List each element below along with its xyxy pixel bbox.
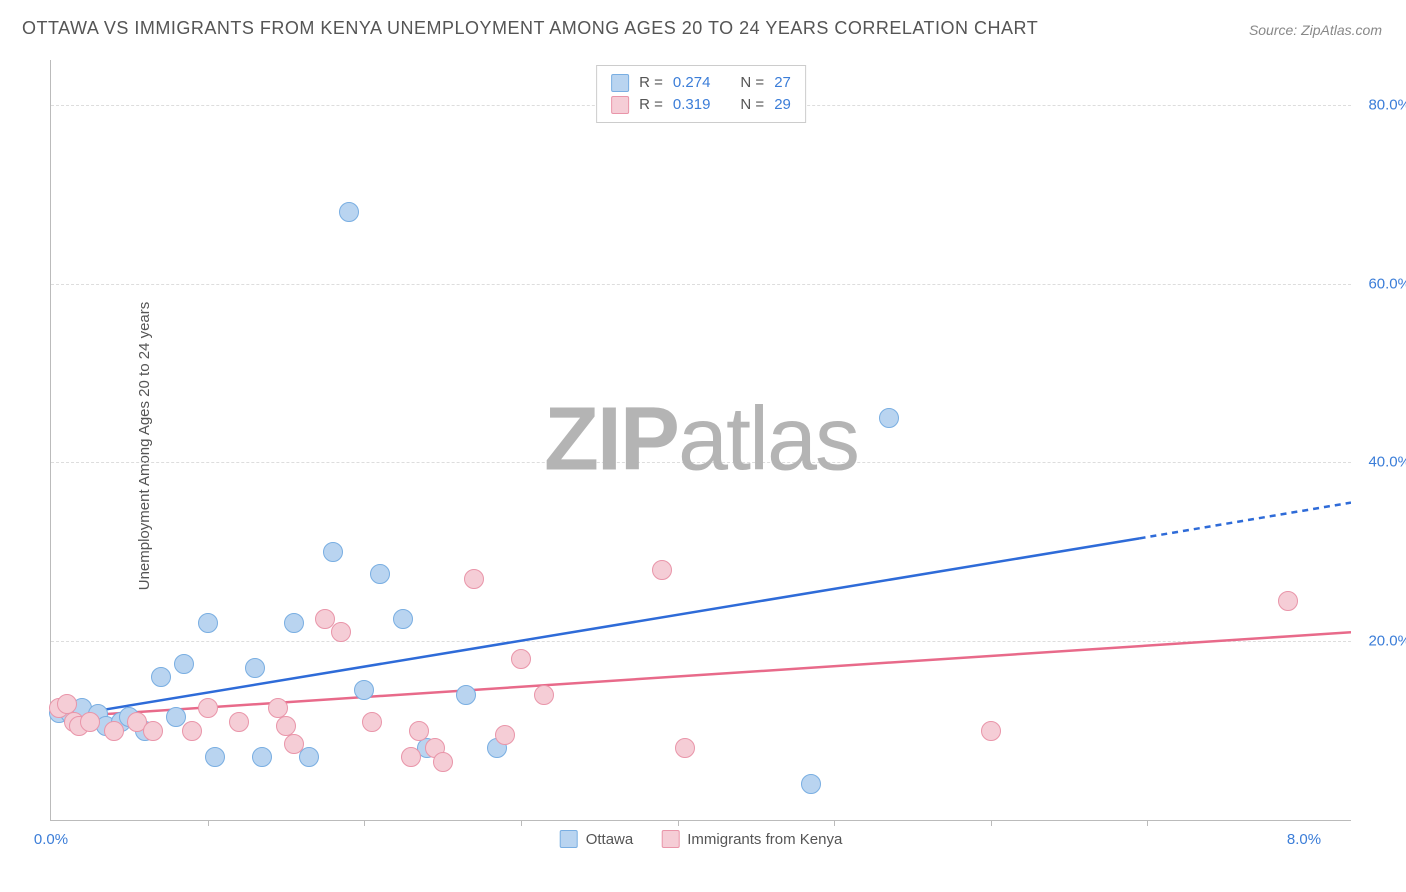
scatter-point	[198, 698, 218, 718]
x-tick-mark	[991, 820, 992, 826]
n-value: 27	[774, 72, 791, 94]
regression-lines	[51, 60, 1351, 820]
scatter-point	[151, 667, 171, 687]
x-tick-label: 0.0%	[34, 831, 68, 848]
y-tick-label: 60.0%	[1356, 275, 1406, 292]
scatter-point	[370, 564, 390, 584]
legend-label: Ottawa	[586, 831, 634, 848]
scatter-point	[652, 560, 672, 580]
swatch-icon	[611, 96, 629, 114]
scatter-point	[252, 747, 272, 767]
x-tick-mark	[678, 820, 679, 826]
x-tick-mark	[521, 820, 522, 826]
r-label: R =	[639, 72, 663, 94]
scatter-point	[229, 712, 249, 732]
scatter-point	[801, 774, 821, 794]
scatter-point	[245, 658, 265, 678]
scatter-point	[284, 613, 304, 633]
swatch-icon	[661, 830, 679, 848]
r-value: 0.274	[673, 72, 711, 94]
grid-line	[51, 462, 1351, 463]
scatter-point	[433, 752, 453, 772]
x-tick-label: 8.0%	[1287, 831, 1321, 848]
r-label: R =	[639, 94, 663, 116]
scatter-point	[981, 721, 1001, 741]
n-label: N =	[740, 72, 764, 94]
x-tick-mark	[834, 820, 835, 826]
legend-row-kenya: R = 0.319 N = 29	[611, 94, 791, 116]
grid-line	[51, 284, 1351, 285]
x-tick-mark	[1147, 820, 1148, 826]
scatter-point	[362, 712, 382, 732]
swatch-icon	[611, 74, 629, 92]
scatter-point	[879, 408, 899, 428]
y-tick-label: 40.0%	[1356, 454, 1406, 471]
legend-row-ottawa: R = 0.274 N = 27	[611, 72, 791, 94]
scatter-point	[1278, 591, 1298, 611]
y-tick-label: 80.0%	[1356, 96, 1406, 113]
legend-label: Immigrants from Kenya	[687, 831, 842, 848]
scatter-point	[198, 613, 218, 633]
scatter-point	[409, 721, 429, 741]
scatter-point	[331, 622, 351, 642]
swatch-icon	[560, 830, 578, 848]
chart-title: OTTAWA VS IMMIGRANTS FROM KENYA UNEMPLOY…	[22, 18, 1038, 39]
scatter-point	[104, 721, 124, 741]
scatter-point	[534, 685, 554, 705]
scatter-point	[299, 747, 319, 767]
scatter-point	[464, 569, 484, 589]
series-legend: Ottawa Immigrants from Kenya	[560, 830, 843, 848]
scatter-point	[284, 734, 304, 754]
scatter-point	[393, 609, 413, 629]
scatter-point	[354, 680, 374, 700]
chart-container: OTTAWA VS IMMIGRANTS FROM KENYA UNEMPLOY…	[0, 0, 1406, 892]
x-tick-mark	[364, 820, 365, 826]
x-tick-mark	[208, 820, 209, 826]
watermark-bold: ZIP	[544, 390, 678, 490]
plot-area: ZIPatlas R = 0.274 N = 27 R = 0.319 N = …	[50, 60, 1351, 821]
y-tick-label: 20.0%	[1356, 633, 1406, 650]
scatter-point	[675, 738, 695, 758]
grid-line	[51, 641, 1351, 642]
scatter-point	[205, 747, 225, 767]
legend-item-kenya: Immigrants from Kenya	[661, 830, 842, 848]
scatter-point	[511, 649, 531, 669]
scatter-point	[182, 721, 202, 741]
n-value: 29	[774, 94, 791, 116]
scatter-point	[323, 542, 343, 562]
legend-item-ottawa: Ottawa	[560, 830, 634, 848]
scatter-point	[80, 712, 100, 732]
scatter-point	[456, 685, 476, 705]
scatter-point	[495, 725, 515, 745]
source-label: Source: ZipAtlas.com	[1249, 22, 1382, 38]
scatter-point	[174, 654, 194, 674]
n-label: N =	[740, 94, 764, 116]
scatter-point	[401, 747, 421, 767]
scatter-point	[339, 202, 359, 222]
watermark-light: atlas	[678, 390, 858, 490]
correlation-legend: R = 0.274 N = 27 R = 0.319 N = 29	[596, 65, 806, 123]
r-value: 0.319	[673, 94, 711, 116]
watermark: ZIPatlas	[544, 389, 858, 492]
scatter-point	[143, 721, 163, 741]
